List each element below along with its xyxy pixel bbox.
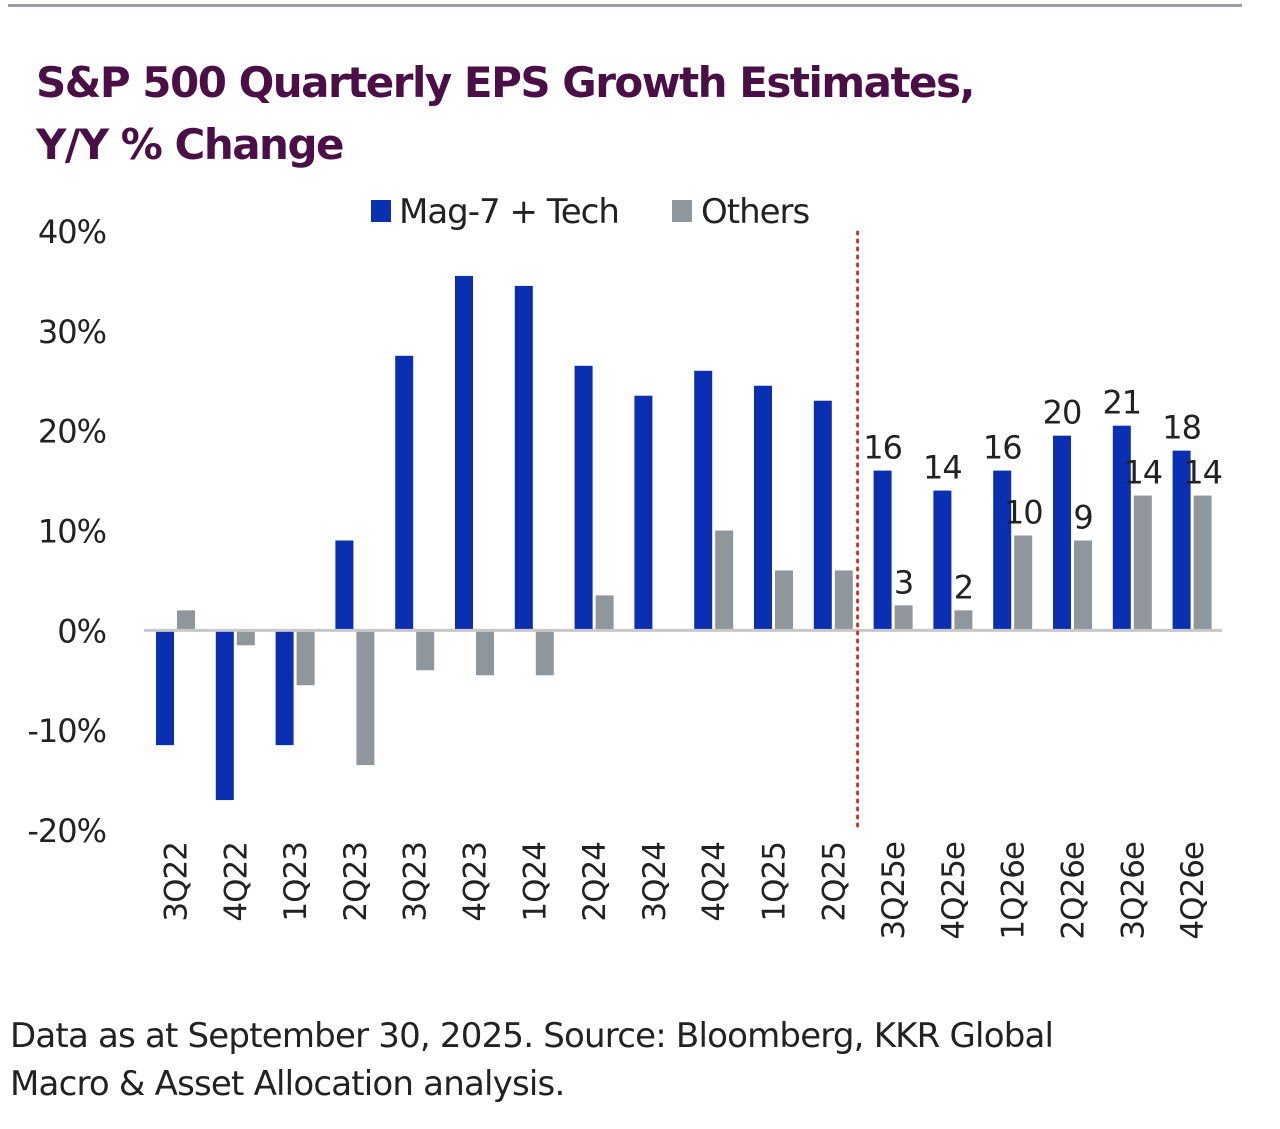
mag7-tech-bar (275, 630, 294, 746)
x-tick-label: 4Q25e (936, 842, 972, 940)
others-bar (177, 610, 195, 631)
footnote-line-1: Data as at September 30, 2025. Source: B… (10, 1016, 1054, 1056)
x-tick-label: 2Q26e (1056, 842, 1092, 940)
y-tick-label: 0% (57, 612, 106, 650)
y-tick-label: 30% (38, 313, 106, 351)
others-data-label: 3 (894, 563, 913, 601)
others-data-label: 10 (1004, 493, 1043, 531)
mag7-tech-bar (1172, 450, 1191, 631)
chart-title-line-2: Y/Y % Change (36, 120, 345, 169)
others-bar (476, 630, 494, 676)
mag7-tech-data-label: 21 (1102, 384, 1141, 422)
others-data-label: 9 (1073, 498, 1092, 536)
y-tick-label: -10% (27, 712, 106, 750)
others-data-label: 14 (1183, 454, 1222, 492)
mag7-tech-bar (514, 285, 533, 631)
x-tick-label: 1Q25 (757, 842, 793, 922)
others-bar (1014, 535, 1033, 631)
mag7-tech-data-label: 16 (863, 429, 902, 467)
x-tick-label: 2Q23 (338, 842, 374, 922)
others-bar (236, 630, 255, 646)
mag7-tech-bar (395, 355, 414, 631)
others-data-label: 14 (1123, 454, 1162, 492)
others-bar (595, 595, 614, 631)
mag7-tech-bar (335, 540, 354, 631)
y-tick-label: 20% (38, 413, 106, 451)
others-bar (954, 610, 973, 631)
others-bar (834, 570, 853, 631)
mag7-tech-bar (215, 630, 234, 801)
legend-swatch (371, 200, 391, 222)
source-footnote: Data as at September 30, 2025. Source: B… (10, 1012, 1250, 1108)
x-tick-label: 3Q25e (876, 842, 912, 940)
others-bar (1074, 540, 1092, 631)
mag7-tech-bar (1112, 425, 1131, 631)
others-bar (1193, 495, 1212, 631)
legend-label: Others (701, 192, 810, 232)
mag7-tech-data-label: 16 (983, 429, 1022, 467)
mag7-tech-bar (754, 385, 772, 631)
x-tick-label: 1Q26e (996, 842, 1032, 940)
others-bar (894, 605, 913, 631)
others-bar (356, 630, 375, 766)
mag7-tech-bar (634, 395, 653, 631)
chart-title-line-1: S&P 500 Quarterly EPS Growth Estimates, (36, 58, 975, 107)
mag7-tech-bar (933, 490, 952, 631)
y-tick-label: -20% (27, 812, 106, 850)
x-tick-label: 4Q26e (1175, 842, 1211, 940)
others-data-label: 2 (954, 568, 973, 606)
mag7-tech-data-label: 20 (1043, 394, 1082, 432)
mag7-tech-bar (156, 630, 174, 746)
mag7-tech-data-label: 14 (923, 449, 962, 487)
others-bar (296, 630, 315, 686)
legend-swatch (672, 200, 692, 222)
mag7-tech-bar (1053, 435, 1071, 631)
mag7-tech-data-label: 18 (1162, 409, 1201, 447)
others-bar (535, 630, 554, 676)
x-tick-label: 3Q26e (1115, 842, 1151, 940)
mag7-tech-bar (455, 275, 473, 631)
x-tick-label: 4Q22 (218, 842, 254, 922)
y-tick-label: 40% (38, 213, 106, 251)
x-tick-label: 1Q23 (278, 842, 314, 922)
mag7-tech-bar (574, 365, 593, 631)
x-tick-label: 3Q22 (159, 842, 195, 922)
legend-label: Mag-7 + Tech (399, 192, 619, 232)
mag7-tech-bar (813, 400, 832, 631)
footnote-line-2: Macro & Asset Allocation analysis. (10, 1064, 565, 1104)
x-tick-label: 3Q23 (398, 842, 434, 922)
x-tick-label: 2Q24 (577, 842, 613, 922)
others-bar (416, 630, 435, 671)
mag7-tech-bar (694, 370, 713, 631)
mag7-tech-bar (993, 470, 1012, 631)
others-bar (775, 570, 793, 631)
chart-title: S&P 500 Quarterly EPS Growth Estimates, … (36, 52, 1136, 176)
others-bar (715, 530, 734, 631)
x-tick-label: 4Q23 (458, 842, 494, 922)
mag7-tech-bar (873, 470, 892, 631)
top-rule (8, 4, 1242, 7)
x-tick-label: 3Q24 (637, 842, 673, 922)
x-tick-label: 2Q25 (816, 842, 852, 922)
others-bar (1133, 495, 1152, 631)
y-tick-label: 10% (38, 513, 106, 551)
x-tick-label: 4Q24 (697, 842, 733, 922)
x-tick-label: 1Q24 (517, 842, 553, 922)
